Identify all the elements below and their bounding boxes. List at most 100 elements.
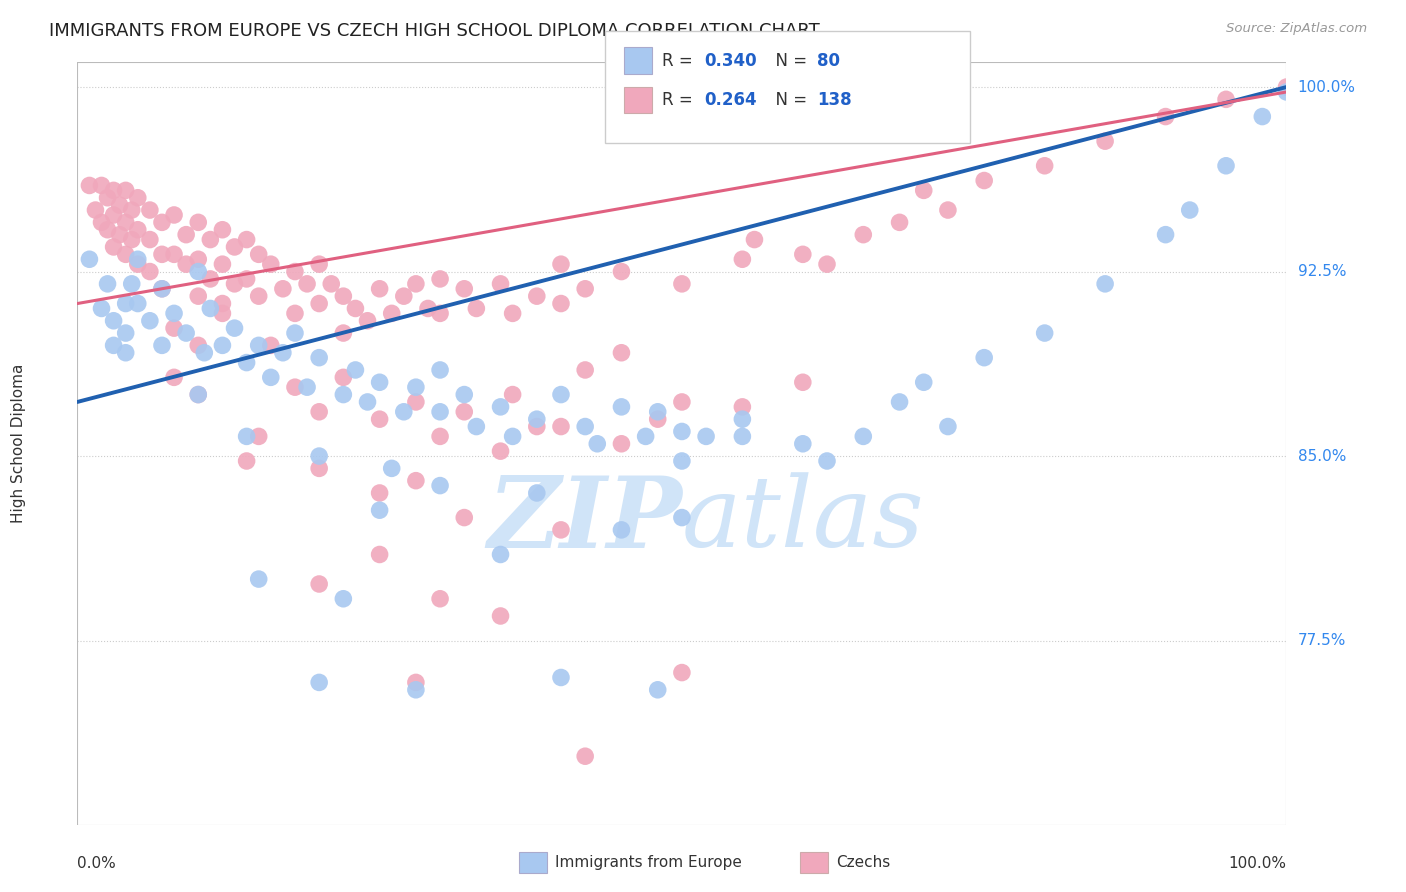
Point	[429, 591, 451, 606]
Point	[429, 478, 451, 492]
Point	[247, 247, 270, 261]
Point	[1033, 326, 1056, 340]
Text: Czechs: Czechs	[837, 855, 891, 870]
Point	[574, 419, 596, 434]
Point	[405, 395, 427, 409]
Point	[103, 338, 125, 352]
Point	[405, 277, 427, 291]
Point	[550, 523, 572, 537]
Text: 77.5%: 77.5%	[1298, 633, 1346, 648]
Point	[308, 461, 330, 475]
Point	[163, 208, 186, 222]
Point	[405, 675, 427, 690]
Point	[332, 289, 354, 303]
Point	[368, 376, 391, 390]
Point	[103, 208, 125, 222]
Point	[114, 296, 136, 310]
Point	[308, 675, 330, 690]
Point	[368, 548, 391, 562]
Point	[453, 282, 475, 296]
Point	[550, 671, 572, 685]
Point	[489, 609, 512, 624]
Point	[332, 326, 354, 340]
Point	[671, 665, 693, 680]
Point	[260, 257, 283, 271]
Point	[1154, 110, 1177, 124]
Point	[127, 252, 149, 267]
Point	[550, 387, 572, 401]
Point	[744, 233, 766, 247]
Point	[121, 233, 143, 247]
Point	[912, 376, 935, 390]
Point	[610, 264, 633, 278]
Point	[187, 289, 209, 303]
Point	[731, 252, 754, 267]
Point	[912, 183, 935, 197]
Point	[647, 682, 669, 697]
Point	[1275, 80, 1298, 95]
Point	[731, 400, 754, 414]
Point	[163, 321, 186, 335]
Text: 138: 138	[817, 91, 852, 109]
Point	[139, 233, 162, 247]
Point	[163, 370, 186, 384]
Text: 0.264: 0.264	[704, 91, 756, 109]
Point	[284, 326, 307, 340]
Text: Immigrants from Europe: Immigrants from Europe	[555, 855, 742, 870]
Point	[187, 215, 209, 229]
Point	[429, 306, 451, 320]
Point	[792, 247, 814, 261]
Point	[852, 429, 875, 443]
Point	[465, 419, 488, 434]
Point	[247, 429, 270, 443]
Text: 0.340: 0.340	[704, 52, 756, 70]
Point	[150, 215, 173, 229]
Point	[187, 264, 209, 278]
Point	[271, 282, 294, 296]
Point	[247, 572, 270, 586]
Point	[187, 252, 209, 267]
Point	[465, 301, 488, 316]
Point	[368, 412, 391, 426]
Point	[610, 345, 633, 359]
Point	[526, 289, 548, 303]
Point	[610, 400, 633, 414]
Point	[127, 257, 149, 271]
Point	[550, 257, 572, 271]
Point	[574, 282, 596, 296]
Point	[610, 436, 633, 450]
Point	[284, 306, 307, 320]
Point	[114, 345, 136, 359]
Point	[200, 301, 222, 316]
Point	[671, 425, 693, 439]
Text: High School Diploma: High School Diploma	[11, 364, 27, 524]
Text: 100.0%: 100.0%	[1229, 855, 1286, 871]
Text: 0.0%: 0.0%	[77, 855, 117, 871]
Point	[284, 264, 307, 278]
Point	[163, 306, 186, 320]
Point	[368, 282, 391, 296]
Text: R =: R =	[662, 91, 699, 109]
Text: R =: R =	[662, 52, 699, 70]
Text: 85.0%: 85.0%	[1298, 449, 1346, 464]
Point	[574, 363, 596, 377]
Point	[502, 306, 524, 320]
Point	[332, 387, 354, 401]
Point	[671, 277, 693, 291]
Point	[1275, 85, 1298, 99]
Point	[1094, 277, 1116, 291]
Point	[200, 233, 222, 247]
Point	[260, 370, 283, 384]
Text: N =: N =	[765, 91, 813, 109]
Point	[247, 289, 270, 303]
Point	[308, 257, 330, 271]
Point	[90, 178, 112, 193]
Point	[332, 370, 354, 384]
Point	[260, 338, 283, 352]
Point	[235, 454, 257, 468]
Point	[114, 326, 136, 340]
Point	[235, 272, 257, 286]
Point	[79, 178, 101, 193]
Point	[96, 191, 118, 205]
Point	[889, 215, 911, 229]
